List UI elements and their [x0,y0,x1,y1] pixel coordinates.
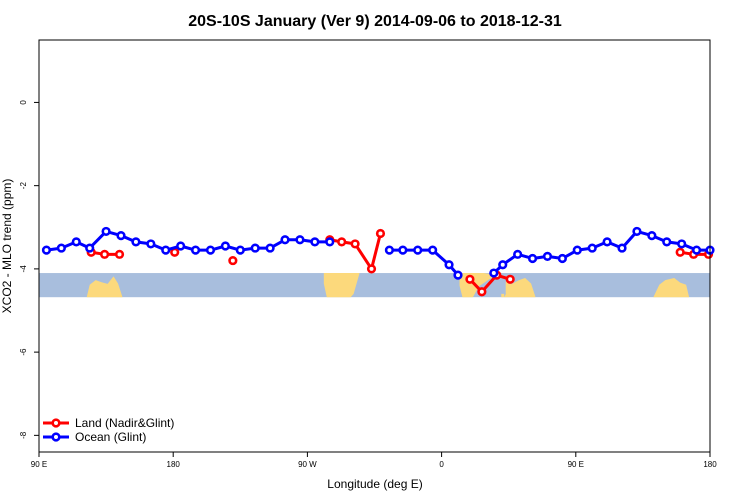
data-point [114,249,125,259]
data-point [161,245,171,255]
data-point [170,247,180,257]
plot-frame [38,39,711,453]
data-point [489,268,499,278]
legend-marker [51,418,61,428]
data-point [602,237,612,247]
data-point [101,226,111,237]
legend-marker [51,432,61,442]
data-point [477,287,487,297]
data-point [677,239,687,249]
data-point [587,243,597,253]
data-point [146,239,156,249]
data-point [310,237,320,247]
y-axis-label: XCO2 - MLO trend (ppm) [0,179,14,314]
data-point [444,260,454,270]
legend: Land (Nadir&Glint)Ocean (Glint) [43,416,174,444]
x-tick-label: 90 E [568,460,584,469]
data-point [100,249,110,259]
land-region [86,276,123,298]
x-tick-label: 0 [439,460,444,469]
data-point [56,243,66,253]
x-axis-label: Longitude (deg E) [327,477,422,491]
data-point [250,243,260,253]
x-tick-label: 90 W [298,460,317,469]
data-point [428,245,438,255]
data-point [366,264,377,274]
data-point [505,274,515,284]
x-tick-label: 90 E [31,460,47,469]
data-point [176,241,186,251]
y-tick-label: -4 [19,265,28,273]
data-point [384,245,395,255]
data-point [235,245,245,255]
data-point [675,247,685,257]
y-tick-label: -6 [19,348,28,356]
y-tick-label: -2 [19,182,28,190]
data-point [190,245,201,255]
land-ocean-band [39,273,710,298]
x-axis: 90 E 180 90 W 0 90 E 180 [31,452,717,469]
data-point [398,245,408,255]
data-point [557,253,567,264]
data-point [632,226,642,237]
data-point [116,230,126,241]
data-point [337,237,347,247]
series-ocean [41,226,715,280]
data-point [691,245,702,255]
land-region [504,278,536,298]
data-point [220,241,230,251]
data-point [205,245,216,255]
series-line [329,233,382,271]
data-point [375,228,386,239]
data-point [513,249,523,259]
data-point [280,235,290,245]
data-point [572,245,582,255]
data-point [350,239,360,249]
data-point [325,237,335,247]
legend-label: Ocean (Glint) [75,430,146,444]
ocean-band [39,273,710,298]
chart-title: 20S-10S January (Ver 9) 2014-09-06 to 20… [188,13,562,30]
series-layer [41,226,715,297]
series-line [468,273,511,294]
series-line [492,229,710,275]
data-point [71,237,81,247]
legend-label: Land (Nadir&Glint) [75,416,174,430]
data-point [465,274,475,284]
data-point [498,260,508,270]
data-point [617,243,627,253]
y-axis: 0 -2 -4 -6 -8 [19,100,39,439]
data-point [295,235,305,245]
data-point [453,270,463,280]
land-region [501,293,505,298]
x-tick-label: 180 [703,460,717,469]
data-point [662,237,672,247]
data-point [647,230,657,241]
data-point [41,245,52,255]
y-tick-label: -8 [19,431,28,439]
land-region [323,273,360,298]
data-point [542,251,553,262]
land-region [353,273,359,282]
land-region [653,278,690,298]
y-tick-label: 0 [19,100,28,105]
data-point [131,237,141,247]
data-point [527,253,538,264]
series-land [86,228,714,297]
data-point [228,255,238,266]
data-point [413,245,423,255]
data-point [85,243,95,253]
data-point [265,243,275,253]
x-tick-label: 180 [167,460,181,469]
